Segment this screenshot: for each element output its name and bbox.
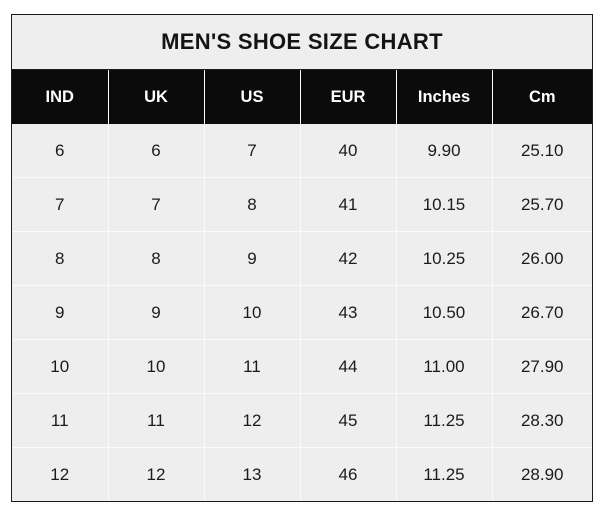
cell-uk: 11	[108, 393, 205, 448]
table-row: 12 12 13 46 11.25 28.90	[12, 447, 592, 501]
cell-ind: 9	[12, 285, 109, 340]
cell-us: 12	[204, 393, 301, 448]
cell-cm: 26.70	[492, 285, 592, 340]
cell-inches: 11.00	[396, 339, 493, 394]
cell-eur: 44	[300, 339, 397, 394]
cell-inches: 9.90	[396, 124, 493, 178]
table-header-row: IND UK US EUR Inches Cm	[12, 70, 592, 124]
cell-us: 10	[204, 285, 301, 340]
cell-cm: 25.70	[492, 177, 592, 232]
table-row: 7 7 8 41 10.15 25.70	[12, 177, 592, 232]
table-row: 10 10 11 44 11.00 27.90	[12, 339, 592, 394]
cell-uk: 9	[108, 285, 205, 340]
cell-cm: 28.90	[492, 447, 592, 501]
cell-inches: 10.15	[396, 177, 493, 232]
cell-inches: 10.25	[396, 231, 493, 286]
cell-us: 13	[204, 447, 301, 501]
cell-ind: 10	[12, 339, 109, 394]
cell-cm: 26.00	[492, 231, 592, 286]
cell-us: 11	[204, 339, 301, 394]
page-title: MEN'S SHOE SIZE CHART	[12, 15, 592, 70]
column-header-ind: IND	[12, 70, 109, 124]
table-row: 9 9 10 43 10.50 26.70	[12, 285, 592, 340]
column-header-inches: Inches	[396, 70, 493, 124]
cell-inches: 11.25	[396, 393, 493, 448]
size-conversion-table: IND UK US EUR Inches Cm 6 6 7 40 9.90 25…	[12, 70, 592, 501]
cell-eur: 43	[300, 285, 397, 340]
cell-cm: 27.90	[492, 339, 592, 394]
cell-ind: 11	[12, 393, 109, 448]
cell-eur: 46	[300, 447, 397, 501]
cell-eur: 42	[300, 231, 397, 286]
cell-uk: 7	[108, 177, 205, 232]
column-header-cm: Cm	[492, 70, 592, 124]
cell-ind: 6	[12, 124, 109, 178]
cell-eur: 45	[300, 393, 397, 448]
cell-uk: 6	[108, 124, 205, 178]
cell-uk: 8	[108, 231, 205, 286]
cell-uk: 12	[108, 447, 205, 501]
cell-cm: 28.30	[492, 393, 592, 448]
table-header: IND UK US EUR Inches Cm	[12, 70, 592, 124]
column-header-eur: EUR	[300, 70, 397, 124]
table-row: 11 11 12 45 11.25 28.30	[12, 393, 592, 448]
cell-ind: 12	[12, 447, 109, 501]
cell-eur: 40	[300, 124, 397, 178]
table-row: 8 8 9 42 10.25 26.00	[12, 231, 592, 286]
cell-inches: 10.50	[396, 285, 493, 340]
cell-us: 8	[204, 177, 301, 232]
cell-uk: 10	[108, 339, 205, 394]
shoe-size-chart: MEN'S SHOE SIZE CHART IND UK US EUR Inch…	[11, 14, 593, 502]
column-header-us: US	[204, 70, 301, 124]
cell-ind: 8	[12, 231, 109, 286]
column-header-uk: UK	[108, 70, 205, 124]
table-body: 6 6 7 40 9.90 25.10 7 7 8 41 10.15 25.70…	[12, 124, 592, 501]
table-row: 6 6 7 40 9.90 25.10	[12, 124, 592, 178]
cell-us: 7	[204, 124, 301, 178]
cell-ind: 7	[12, 177, 109, 232]
cell-us: 9	[204, 231, 301, 286]
cell-inches: 11.25	[396, 447, 493, 501]
cell-cm: 25.10	[492, 124, 592, 178]
cell-eur: 41	[300, 177, 397, 232]
